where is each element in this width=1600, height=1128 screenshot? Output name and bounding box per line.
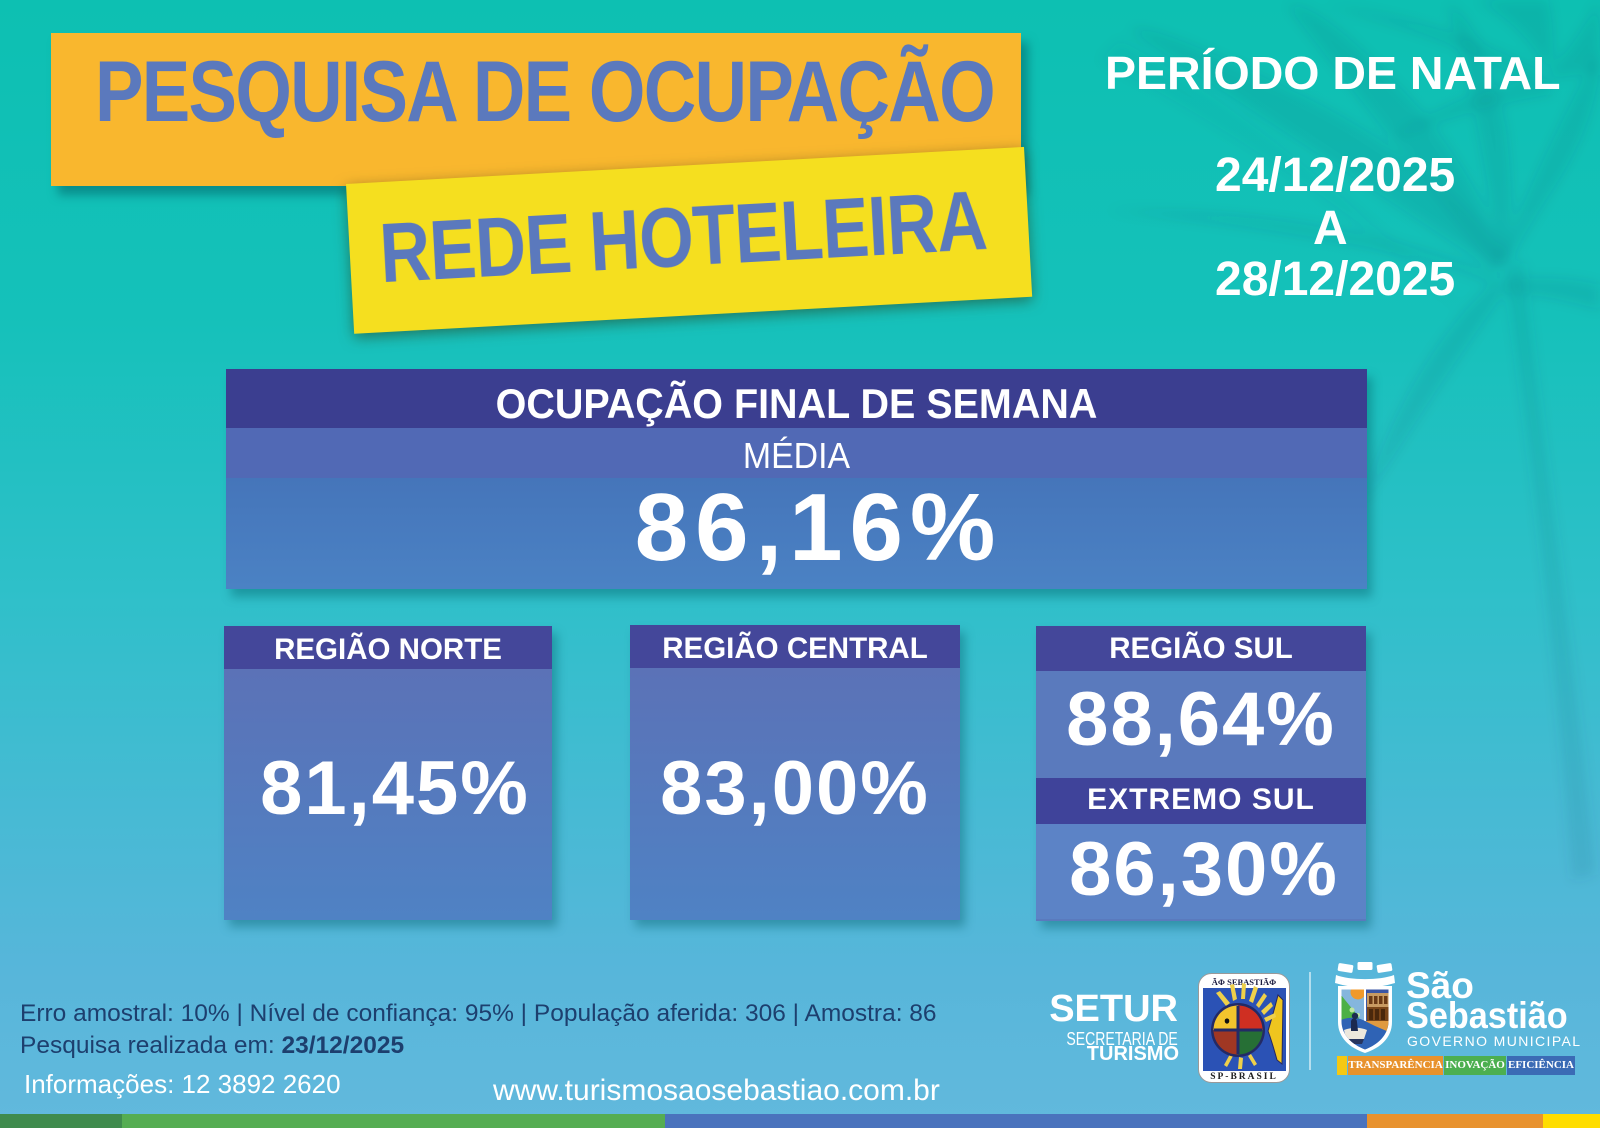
svg-text:ÃΦ SEBASTIÃΦ: ÃΦ SEBASTIÃΦ [1212, 977, 1276, 987]
svg-text:SP-BRASIL: SP-BRASIL [1210, 1072, 1278, 1082]
